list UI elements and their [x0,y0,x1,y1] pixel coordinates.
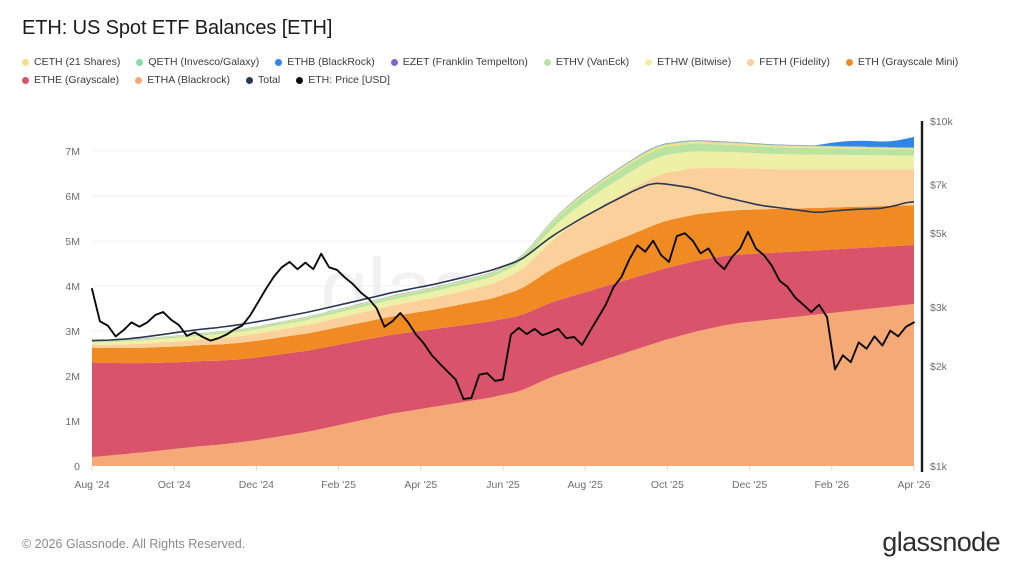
chart-plot-area[interactable]: 0 1M 2M 3M 4M 5M 6M 7M $1k $2k $3k $5k $7k $10k Aug '2… [0,108,1024,508]
area-series-feth[interactable] [92,168,914,348]
y-axis-tick-label: 0 [74,461,80,473]
legend-dot-icon [135,77,143,84]
legend-dot-icon [845,59,853,66]
legend-dot-icon [22,59,29,66]
legend-item-ethw[interactable]: ETHW (Bitwise) [645,56,731,69]
y-axis-tick-label: 6M [65,191,80,203]
legend-item-label: Total [258,74,281,86]
legend-dot-icon [246,77,254,84]
legend-dot-icon [390,59,398,66]
y-axis-tick-label: 2M [65,371,80,383]
legend-item-label: EZET (Franklin Tempelton) [402,56,528,68]
legend-item-feth[interactable]: FETH (Fidelity) [747,56,830,69]
footer-copyright: © 2026 Glassnode. All Rights Reserved. [22,537,246,551]
x-axis-tick-label: Dec '25 [732,479,767,491]
y-axis-tick-label: 4M [65,281,80,293]
x-axis-tick-label: Oct '24 [158,479,191,491]
legend-dot-icon [645,59,653,66]
x-axis-tick-label: Oct '25 [651,479,684,491]
legend-item-label: FETH (Fidelity) [759,56,830,68]
area-series-ethe[interactable] [92,245,914,457]
legend-item-label: QETH (Invesco/Galaxy) [148,56,260,68]
legend-item-total[interactable]: Total [246,74,280,87]
legend-item-label: ETH: Price [USD] [308,74,390,86]
legend-item-label: ETHB (BlackRock) [287,56,375,68]
right-axis-tick-label: $2k [930,361,948,373]
legend-dot-icon [275,59,283,66]
legend-item-ethv[interactable]: ETHV (VanEck) [543,56,630,69]
legend-item-ethe[interactable]: ETHE (Grayscale) [22,74,119,87]
x-axis-tick-label: Apr '26 [898,479,931,491]
total-line[interactable] [91,182,915,342]
footer-logo: glassnode [882,527,1000,557]
x-axis-tick-label: Feb '26 [814,479,849,491]
legend-item-label: ETHW (Bitwise) [657,56,732,68]
legend-dot-icon [22,77,29,84]
legend-dot-icon [747,59,755,66]
x-axis-tick-label: Jun '25 [486,479,520,491]
area-series-etha[interactable] [92,304,914,466]
chart-legend: CETH (21 Shares) QETH (Invesco/Galaxy) ETH… [22,56,982,92]
page-title: ETH: US Spot ETF Balances [ETH] [22,17,333,39]
right-axis-tick-label: $5k [930,228,948,240]
legend-item-ethb[interactable]: ETHB (BlackRock) [275,56,375,69]
x-axis-tick-label: Feb '25 [321,479,356,491]
right-axis-tick-label: $10k [930,116,954,128]
y-axis-tick-label: 7M [65,146,80,158]
legend-item-label: ETHE (Grayscale) [34,74,120,86]
legend-item-label: ETHV (VanEck) [555,56,630,68]
legend-item-eth-mini[interactable]: ETH (Grayscale Mini) [845,56,959,69]
legend-item-ezet[interactable]: EZET (Franklin Tempelton) [390,56,528,69]
legend-item-label: ETH (Grayscale Mini) [857,56,959,68]
legend-item-label: ETHA (Blackrock) [147,74,231,86]
area-series-eth_mini[interactable] [92,205,914,364]
legend-item-etha[interactable]: ETHA (Blackrock) [135,74,230,87]
chart-svg[interactable]: 0 1M 2M 3M 4M 5M 6M 7M $1k $2k $3k $5k $7k $10k Aug '2… [0,108,1024,508]
x-axis-tick-label: Dec '24 [239,479,274,491]
legend-item-label: CETH (21 Shares) [34,56,121,68]
legend-dot-icon [136,59,144,66]
legend-dot-icon [543,59,551,66]
legend-dot-icon [296,77,304,84]
legend-item-ceth[interactable]: CETH (21 Shares) [22,56,120,69]
y-axis-tick-label: 5M [65,236,80,248]
right-axis-tick-label: $3k [930,302,948,314]
x-axis-tick-label: Aug '25 [568,479,603,491]
x-axis-tick-label: Apr '25 [404,479,437,491]
right-axis-tick-label: $7k [930,180,948,192]
y-axis-tick-label: 1M [65,416,80,428]
x-axis-tick-label: Aug '24 [74,479,109,491]
right-axis-tick-label: $1k [930,461,948,473]
y-axis-tick-label: 3M [65,326,80,338]
legend-item-price[interactable]: ETH: Price [USD] [296,74,390,87]
legend-item-qeth[interactable]: QETH (Invesco/Galaxy) [136,56,259,69]
price-line[interactable] [91,230,915,400]
